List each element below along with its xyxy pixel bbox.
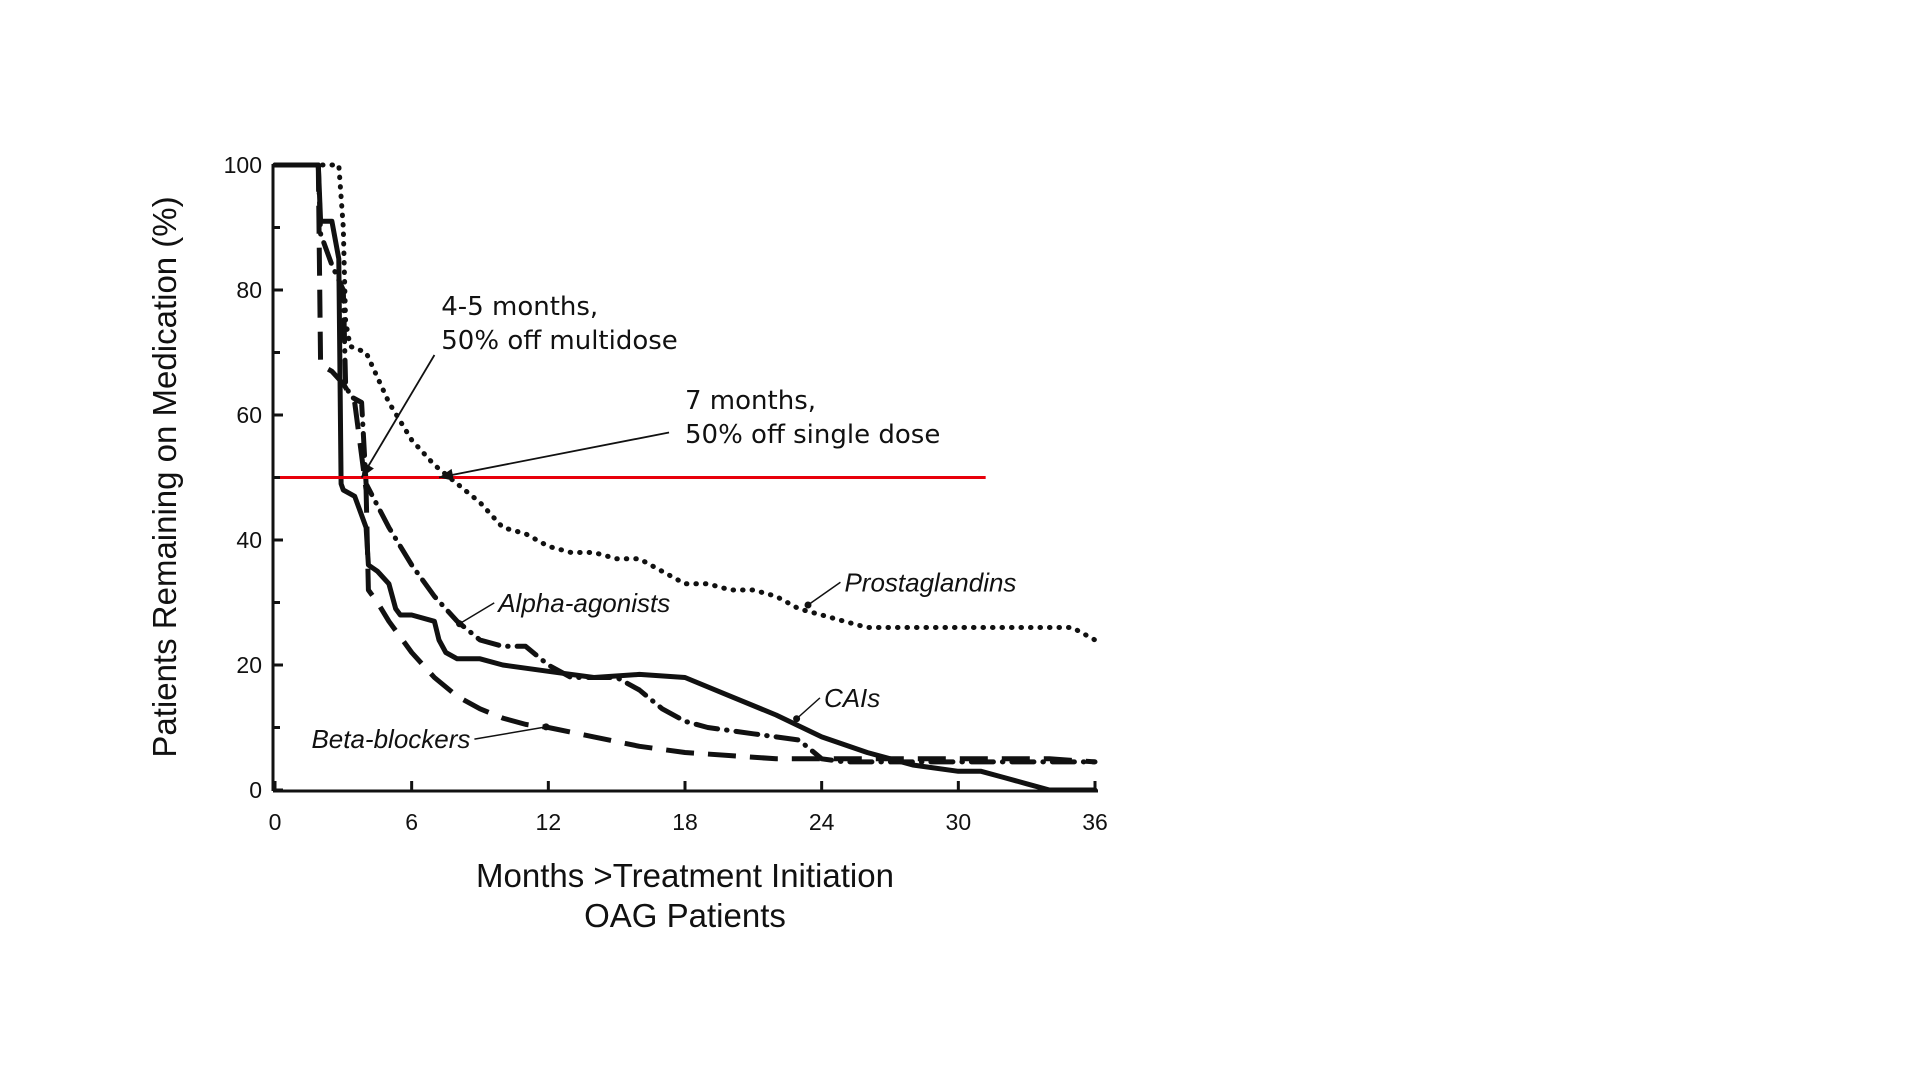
annotation-1-line-2: 50% off multidose xyxy=(441,326,678,356)
x-tick-label-36: 36 xyxy=(1082,809,1108,835)
series-layer xyxy=(272,162,1098,793)
series-leader-dot-beta-blockers xyxy=(542,723,550,731)
annotation-1-arrow-line xyxy=(360,354,436,478)
x-tick-label-24: 24 xyxy=(809,809,835,835)
series-line-prostaglandins xyxy=(272,162,1098,643)
y-tick-label-100: 100 xyxy=(224,152,262,178)
x-tick-label-0: 0 xyxy=(269,809,282,835)
series-leader-prostaglandins xyxy=(807,581,841,606)
ticks-layer: 0 6 12 18 24 30 36 0 20 40 60 80 100 xyxy=(224,152,1108,835)
y-tick-label-0: 0 xyxy=(249,777,262,803)
y-axis-title: Patients Remaining on Medication (%) xyxy=(146,196,183,757)
series-line-beta-blockers xyxy=(275,162,1096,765)
y-tick-label-60: 60 xyxy=(236,402,262,428)
x-tick-label-18: 18 xyxy=(672,809,698,835)
y-tick-label-40: 40 xyxy=(236,527,262,553)
series-label-alpha-agonists: Alpha-agonists xyxy=(496,588,670,618)
annotation-2-arrow-line xyxy=(438,431,670,479)
series-leader-alpha-agonists xyxy=(459,602,495,625)
series-label-cais: CAIs xyxy=(824,683,880,713)
series-label-prostaglandins: Prostaglandins xyxy=(844,567,1016,597)
y-tick-label-80: 80 xyxy=(236,277,262,303)
series-leader-dot-prostaglandins xyxy=(804,601,812,609)
annotation-2-line-2: 50% off single dose xyxy=(685,420,940,450)
series-label-beta-blockers: Beta-blockers xyxy=(311,724,470,754)
x-tick-label-30: 30 xyxy=(946,809,972,835)
annotation-1-line-1: 4-5 months, xyxy=(441,292,598,322)
x-axis-title-line2: OAG Patients xyxy=(584,897,786,934)
series-leader-dot-cais xyxy=(793,715,801,723)
x-axis-title: Months >Treatment Initiation xyxy=(476,857,894,894)
annotation-1-arrow-head xyxy=(361,462,374,478)
series-line-cais xyxy=(272,162,1098,793)
series-leader-cais xyxy=(796,697,821,720)
series-leader-beta-blockers xyxy=(474,726,547,740)
annotation-2-line-1: 7 months, xyxy=(685,386,816,416)
series-leader-dot-alpha-agonists xyxy=(456,620,463,628)
x-tick-label-12: 12 xyxy=(536,809,562,835)
y-tick-label-20: 20 xyxy=(236,652,262,678)
series-line-alpha-agonists xyxy=(272,162,1098,765)
x-tick-label-6: 6 xyxy=(405,809,418,835)
annotation-2-arrow-head xyxy=(439,468,454,481)
labels-layer: Prostaglandins Alpha-agonists CAIs Beta-blo… xyxy=(311,567,1016,754)
